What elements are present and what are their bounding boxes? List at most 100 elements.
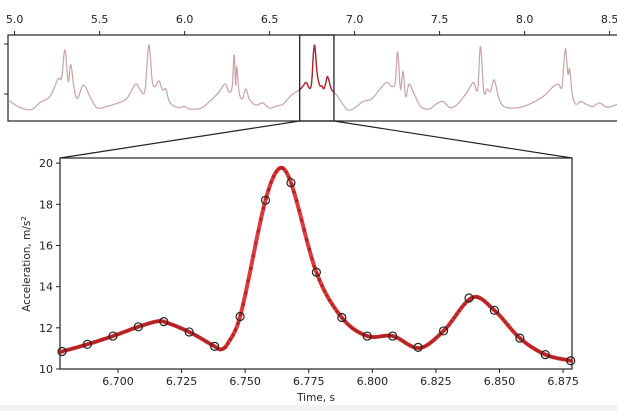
detail-x-tick-label: 6.775 [293,375,325,388]
detail-interpolated-point [356,330,360,334]
detail-interpolated-point [401,339,405,343]
detail-interpolated-point [549,355,553,359]
detail-panel: Time, s Acceleration, m/s2 6.700 6.725 6.7… [20,157,579,404]
detail-interpolated-point [272,174,276,178]
detail-interpolated-point [94,340,98,344]
detail-y-tick-label: 14 [39,281,53,294]
detail-interpolated-point [452,316,456,320]
overview-panel: 5.0 5.5 6.0 6.5 7.0 7.5 8.0 8.5 [4,13,617,122]
zoom-connectors [59,120,573,159]
detail-interpolated-point [68,347,72,351]
detail-interpolated-point [333,306,337,310]
detail-interpolated-point [498,314,502,318]
detail-x-tick-label: 6.700 [102,375,134,388]
detail-interpolated-point [366,334,370,338]
detail-interpolated-point [205,340,210,344]
detail-sample-marker [413,342,423,352]
detail-interpolated-point [221,347,225,351]
detail-interpolated-point [559,357,563,361]
detail-interpolated-point [340,316,344,320]
connector-right [333,120,573,159]
detail-interpolated-point [91,341,95,345]
detail-interpolated-point [83,343,87,347]
detail-interpolated-point [541,352,545,356]
detail-interpolated-point [284,170,288,174]
detail-interpolated-point [267,188,271,192]
detail-y-tick-label: 10 [39,363,53,376]
detail-interpolated-point [96,339,100,343]
detail-y-tick-label: 12 [39,322,53,335]
detail-sample-marker [57,346,67,357]
detail-sample-marker [311,267,321,277]
detail-interpolated-point [310,256,314,260]
detail-interpolated-point [432,338,436,342]
detail-interpolated-point [111,334,115,338]
detail-interpolated-point [223,345,227,349]
detail-interpolated-point [193,333,197,337]
detail-x-tick-label: 6.800 [357,375,389,388]
detail-interpolated-point [246,279,250,283]
detail-sample-marker [489,305,500,315]
detail-interpolated-point [264,196,268,200]
detail-interpolated-point [473,295,477,299]
detail-interpolated-point [480,297,484,301]
detail-sample-marker [159,317,169,327]
detail-interpolated-point [373,335,377,339]
overview-x-tick-label: 7.5 [431,13,449,26]
overview-x-tick-label: 8.5 [601,13,617,26]
detail-x-tick-label: 6.725 [166,375,198,388]
detail-sample-marker [566,356,576,366]
detail-interpolated-point [73,346,77,350]
detail-interpolated-point [513,332,517,336]
detail-y-tick-label: 20 [39,157,53,170]
detail-interpolated-point [534,348,538,352]
detail-interpolated-point [213,345,217,349]
detail-frame [59,157,573,370]
detail-interpolated-point [198,336,202,340]
detail-interpolated-point [185,329,189,333]
detail-interpolated-point [567,358,571,362]
detail-interpolated-point [277,167,281,171]
detail-interpolated-point [384,334,388,338]
detail-interpolated-point [71,346,75,351]
detail-interpolated-point [526,343,530,347]
detail-interpolated-point [195,334,199,338]
detail-x-tick-label: 6.750 [229,375,261,388]
bottom-margin-strip [0,405,617,411]
detail-interpolated-point [78,344,82,348]
detail-x-tick-label: 6.825 [420,375,452,388]
detail-interpolated-point [424,344,428,348]
detail-y-tick-label: 18 [39,198,53,211]
detail-interpolated-point [269,180,273,184]
overview-x-tick-label: 6.5 [261,13,279,26]
detail-interpolated-point [287,175,291,179]
detail-x-tick-label: 6.850 [484,375,516,388]
detail-interpolated-point [501,317,505,321]
detail-sample-marker [337,312,347,323]
detail-interpolated-point [170,322,174,327]
detail-interpolated-point [569,359,573,363]
detail-interpolated-point [101,337,105,341]
detail-interpolated-point [460,305,464,309]
detail-interpolated-point [297,208,301,212]
overview-x-tick-label: 8.0 [516,13,534,26]
detail-interpolated-point [414,346,418,350]
detail-interpolated-point [231,333,235,337]
detail-interpolated-point [475,295,479,299]
detail-interpolated-point [203,339,207,343]
detail-sample-marker [515,333,525,343]
detail-interpolated-point [249,266,253,270]
detail-interpolated-point [254,241,258,245]
detail-interpolated-point [399,338,403,342]
detail-interpolated-point [58,350,62,354]
detail-interpolated-point [256,229,260,233]
detail-interpolated-point [155,319,159,323]
detail-interpolated-point [241,302,245,306]
detail-sample-marker [133,322,143,332]
detail-interpolated-point [180,327,184,331]
detail-interpolated-point [391,334,395,338]
detail-interpolated-point [116,332,121,336]
detail-interpolated-point [422,345,426,349]
detail-interpolated-point [137,325,141,329]
